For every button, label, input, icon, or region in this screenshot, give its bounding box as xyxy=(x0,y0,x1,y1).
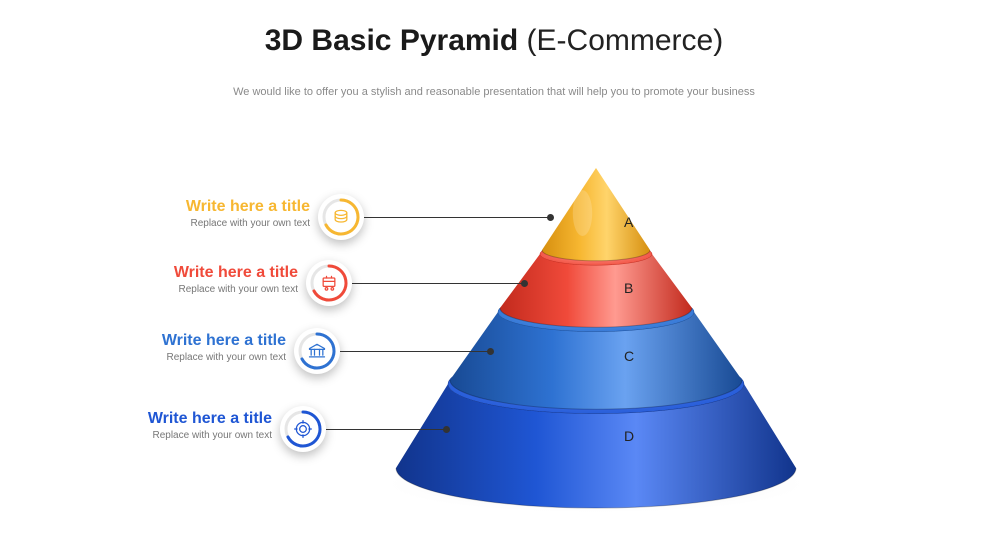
label-block: Write here a title Replace with your own… xyxy=(26,332,286,363)
label-desc: Replace with your own text xyxy=(50,218,310,229)
page-title-bold: 3D Basic Pyramid xyxy=(265,24,518,57)
pyramid-level-D: D xyxy=(624,428,634,444)
label-desc: Replace with your own text xyxy=(38,284,298,295)
label-title: Write here a title xyxy=(50,198,310,216)
label-desc: Replace with your own text xyxy=(12,430,272,441)
page-title-light: (E-Commerce) xyxy=(518,24,723,57)
coins-icon xyxy=(318,194,364,240)
diagram-stage: A B C D Write here a title Replace with you… xyxy=(0,150,988,556)
label-title: Write here a title xyxy=(12,410,272,428)
bank-icon xyxy=(294,328,340,374)
connector-line xyxy=(340,351,490,352)
cart-icon xyxy=(306,260,352,306)
connector-line xyxy=(352,283,524,284)
connector-line xyxy=(326,429,446,430)
label-block: Write here a title Replace with your own… xyxy=(38,264,298,295)
connector-line xyxy=(364,217,550,218)
pyramid-level-C: C xyxy=(624,348,634,364)
pyramid-level-A: A xyxy=(624,214,633,230)
pyramid-level-B: B xyxy=(624,280,633,296)
header: 3D Basic Pyramid (E-Commerce) xyxy=(0,0,988,58)
label-desc: Replace with your own text xyxy=(26,352,286,363)
label-title: Write here a title xyxy=(38,264,298,282)
page-subtitle: We would like to offer you a stylish and… xyxy=(0,86,988,98)
label-block: Write here a title Replace with your own… xyxy=(12,410,272,441)
label-block: Write here a title Replace with your own… xyxy=(50,198,310,229)
label-title: Write here a title xyxy=(26,332,286,350)
target-icon xyxy=(280,406,326,452)
